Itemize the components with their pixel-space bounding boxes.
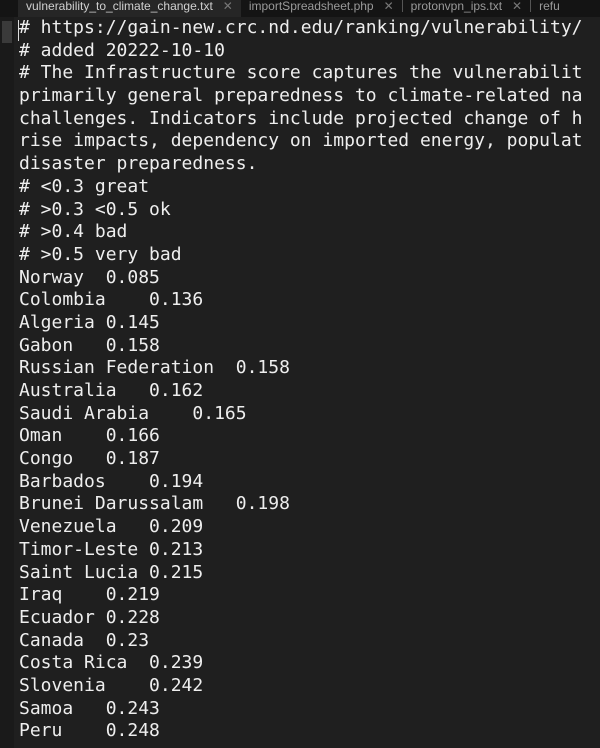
editor-line[interactable]: # >0.3 <0.5 ok (19, 198, 171, 220)
editor-line[interactable]: Iraq 0.219 (19, 584, 160, 606)
editor-line[interactable]: Venezuela 0.209 (19, 516, 204, 538)
editor-line[interactable]: # https://gain-new.crc.nd.edu/ranking/vu… (19, 17, 583, 38)
editor-line[interactable]: rise impacts, dependency on imported ene… (19, 130, 583, 152)
editor-line[interactable]: Canada 0.23 (19, 629, 150, 651)
editor-line[interactable]: # added 20222-10-10 (19, 39, 225, 61)
editor-line[interactable]: Norway 0.085 (19, 266, 160, 288)
editor-line[interactable]: # >0.5 very bad (19, 243, 182, 265)
tab-refu[interactable]: refu (531, 0, 568, 17)
editor-line[interactable]: Congo 0.187 (19, 448, 160, 470)
tab-import-spreadsheet[interactable]: importSpreadsheet.php ✕ (241, 0, 402, 17)
tab-vulnerability-file[interactable]: vulnerability_to_climate_change.txt ✕ (18, 0, 241, 17)
editor-line[interactable]: Peru 0.248 (19, 720, 160, 742)
text-cursor (18, 20, 19, 41)
tab-bar: vulnerability_to_climate_change.txt ✕ imp… (0, 0, 600, 17)
editor-line[interactable]: Algeria 0.145 (19, 311, 160, 333)
editor-line[interactable]: Gabon 0.158 (19, 334, 160, 356)
tab-label: refu (539, 0, 560, 13)
editor-line[interactable]: Samoa 0.243 (19, 697, 160, 719)
editor-line[interactable]: challenges. Indicators include projected… (19, 107, 583, 129)
text-editor[interactable]: # https://gain-new.crc.nd.edu/ranking/vu… (19, 17, 600, 743)
editor-line[interactable]: # The Infrastructure score captures the … (19, 62, 583, 84)
editor-line[interactable]: primarily general preparedness to climat… (19, 85, 583, 107)
tab-label: importSpreadsheet.php (248, 0, 374, 13)
editor-line[interactable]: Ecuador 0.228 (19, 606, 160, 628)
current-line-marker (2, 21, 12, 43)
editor-line[interactable]: # >0.4 bad (19, 221, 128, 243)
editor-line[interactable]: Timor-Leste 0.213 (19, 538, 204, 560)
editor-line[interactable]: disaster preparedness. (19, 153, 258, 175)
editor-line[interactable]: Slovenia 0.242 (19, 674, 204, 696)
tab-label: protonvpn_ips.txt (410, 0, 503, 13)
tab-protonvpn-ips[interactable]: protonvpn_ips.txt ✕ (403, 0, 530, 17)
tab-label: vulnerability_to_climate_change.txt (26, 0, 213, 13)
editor-line[interactable]: Oman 0.166 (19, 425, 160, 447)
close-icon[interactable]: ✕ (222, 0, 233, 13)
tab-divider (530, 0, 532, 12)
editor-line[interactable]: Australia 0.162 (19, 380, 204, 401)
editor-gutter (0, 17, 14, 748)
editor-line[interactable]: Colombia 0.136 (19, 289, 204, 311)
tab-divider (401, 0, 403, 12)
editor-line[interactable]: Brunei Darussalam 0.198 (19, 493, 290, 515)
editor-line[interactable]: Saint Lucia 0.215 (19, 561, 204, 583)
editor-line[interactable]: Barbados 0.194 (19, 470, 204, 492)
close-icon[interactable]: ✕ (383, 0, 394, 13)
close-icon[interactable]: ✕ (512, 0, 523, 13)
editor-line[interactable]: Saudi Arabia 0.165 (19, 402, 247, 424)
editor-line[interactable]: Russian Federation 0.158 (19, 357, 290, 379)
editor-line[interactable]: # <0.3 great (19, 175, 150, 197)
editor-line[interactable]: Costa Rica 0.239 (19, 652, 204, 674)
